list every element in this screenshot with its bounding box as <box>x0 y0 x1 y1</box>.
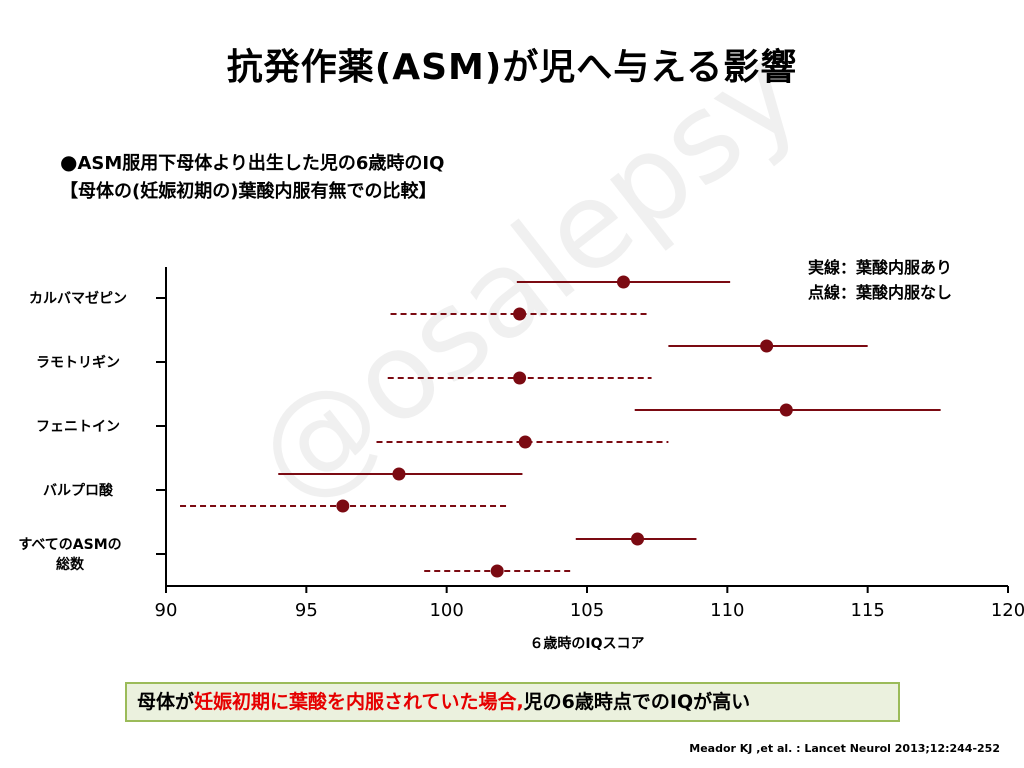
conclusion-box: 母体が妊娠初期に葉酸を内服されていた場合,児の6歳時点でのIQが高い <box>125 682 900 722</box>
chart-legend: 実線：葉酸内服あり 点線：葉酸内服なし <box>808 255 952 305</box>
category-label-4-line-0: すべてのASMの <box>18 537 121 553</box>
category-label-3: バルプロ酸 <box>43 482 114 499</box>
x-tick-label-105: 105 <box>570 600 604 621</box>
category-label-0: カルバマゼピン <box>29 290 127 307</box>
category-label-4-line-1: 総数 <box>56 556 85 573</box>
estimate-point-solid-4 <box>631 532 645 546</box>
category-label-2: フェニトイン <box>36 419 120 435</box>
x-tick-label-115: 115 <box>850 600 884 621</box>
subtitle-line-2: 【母体の(妊娠初期の)葉酸内服有無での比較】 <box>60 181 437 202</box>
estimate-point-dashed-3 <box>336 499 350 513</box>
estimate-point-dashed-2 <box>518 435 532 449</box>
page-title: 抗発作薬(ASM)が児へ与える影響 <box>226 47 798 88</box>
source-citation: Meador KJ ,et al. : Lancet Neurol 2013;1… <box>689 742 1000 755</box>
estimate-point-solid-1 <box>760 339 774 353</box>
chart-subtitle: ●ASM服用下母体より出生した児の6歳時のIQ 【母体の(妊娠初期の)葉酸内服有… <box>60 148 444 206</box>
legend-solid: 実線：葉酸内服あり <box>808 258 953 277</box>
estimate-point-dashed-1 <box>513 371 527 385</box>
forest-plot: 90 95 100 105 110 115 120 ６歳時のIQスコア カルバマゼピンラモトリギ… <box>18 267 1024 652</box>
x-tick-label-90: 90 <box>155 600 178 621</box>
x-tick-label-120: 120 <box>991 600 1024 621</box>
x-tick-label-95: 95 <box>295 600 318 621</box>
conclusion-part-3: 児の6歳時点でのIQが高い <box>523 691 751 713</box>
legend-dashed: 点線：葉酸内服なし <box>808 283 953 302</box>
estimate-point-dashed-0 <box>513 307 527 321</box>
estimate-point-solid-0 <box>616 275 630 289</box>
subtitle-line-1: ●ASM服用下母体より出生した児の6歳時のIQ <box>60 148 444 178</box>
estimate-point-solid-2 <box>779 403 793 417</box>
x-tick-label-110: 110 <box>710 600 744 621</box>
x-axis-label: ６歳時のIQスコア <box>529 635 644 652</box>
subtitle-text-1: ASM服用下母体より出生した児の6歳時のIQ <box>77 153 445 174</box>
estimate-point-dashed-4 <box>490 564 504 578</box>
x-tick-label-100: 100 <box>429 600 463 621</box>
category-label-1: ラモトリギン <box>36 354 120 371</box>
bullet-icon: ● <box>60 150 78 174</box>
estimate-point-solid-3 <box>392 467 406 481</box>
conclusion-part-1: 母体が <box>137 691 195 713</box>
conclusion-part-2: 妊娠初期に葉酸を内服されていた場合, <box>194 691 524 713</box>
